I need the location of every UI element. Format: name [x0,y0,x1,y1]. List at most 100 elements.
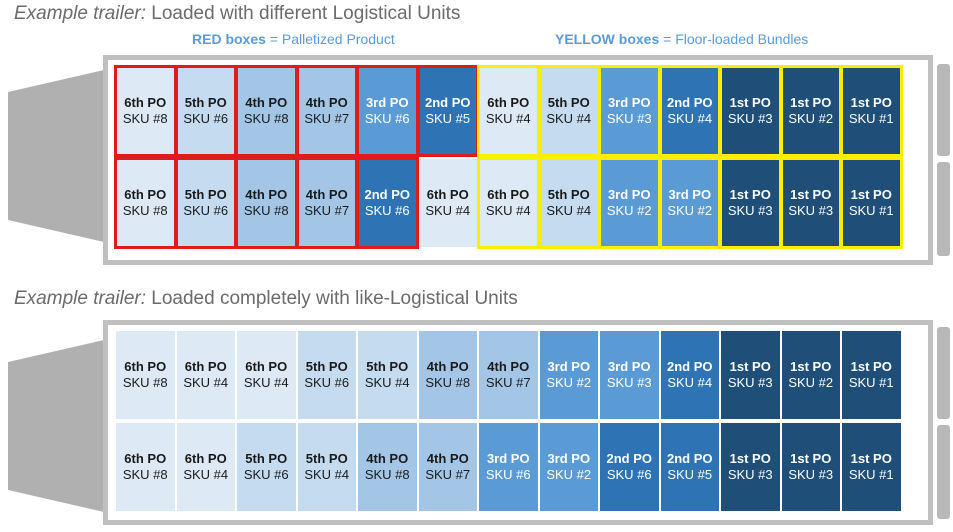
po-label: 5th PO [305,359,348,374]
cargo-unit: 5th PO SKU #6 [175,66,236,156]
cargo-unit: 3rd PO SKU #6 [357,66,418,156]
po-label: 5th PO [184,187,227,202]
po-label: 6th PO [124,451,167,466]
po-label: 3rd PO [607,359,651,374]
po-label: 1st PO [850,95,892,110]
legend-yellow: YELLOW boxes = Floor-loaded Bundles [555,31,808,47]
po-label: 6th PO [124,359,167,374]
po-label: 6th PO [487,187,530,202]
po-label: 3rd PO [365,95,409,110]
cargo-unit: 6th PO SKU #8 [115,66,176,156]
po-label: 2nd PO [364,187,410,202]
cargo-unit: 6th PO SKU #4 [478,66,539,156]
po-label: 3rd PO [668,187,712,202]
cargo-unit: 3rd PO SKU #3 [599,66,660,156]
sku-label: SKU #1 [848,467,894,482]
po-label: 1st PO [850,187,892,202]
sku-label: SKU #6 [485,467,531,482]
sku-label: SKU #4 [667,111,713,126]
po-label: 2nd PO [424,95,471,110]
po-label: 5th PO [366,359,409,374]
cargo-unit: 4th PO SKU #7 [296,158,357,248]
sku-label: SKU #3 [727,467,773,482]
cargo-unit: 4th PO SKU #8 [236,66,297,156]
sku-label: SKU #2 [606,203,652,218]
cargo-unit: 5th PO SKU #6 [236,422,297,512]
po-label: 1st PO [850,359,892,374]
trailer2-title: Example trailer: Loaded completely with … [14,288,518,310]
sku-label: SKU #6 [606,467,652,482]
sku-label: SKU #7 [304,111,350,126]
cargo-unit: 2nd PO SKU #4 [659,66,720,156]
cargo-unit: 3rd PO SKU #2 [538,422,599,512]
po-label: 1st PO [729,451,771,466]
cargo-unit: 1st PO SKU #2 [780,66,841,156]
sku-label: SKU #2 [546,467,592,482]
legend-yellow-bold: YELLOW boxes [555,31,660,47]
cargo-unit: 6th PO SKU #8 [115,158,176,248]
sku-label: SKU #4 [546,111,592,126]
cargo-unit: 1st PO SKU #3 [780,158,841,248]
cargo-unit: 3rd PO SKU #2 [659,158,720,248]
po-label: 4th PO [487,359,530,374]
cargo-unit: 5th PO SKU #4 [538,158,599,248]
cargo-unit: 5th PO SKU #4 [357,330,418,420]
trailer1-title-text: Loaded with different Logistical Units [146,3,461,24]
sku-label: SKU #2 [667,203,713,218]
cargo-unit: 6th PO SKU #8 [115,330,176,420]
cargo-unit: 2nd PO SKU #6 [599,422,660,512]
cargo-unit: 3rd PO SKU #2 [599,158,660,248]
po-label: 3rd PO [607,187,651,202]
po-label: 6th PO [184,451,227,466]
sku-label: SKU #6 [304,375,350,390]
cargo-unit: 2nd PO SKU #5 [417,66,478,156]
sku-label: SKU #4 [485,203,531,218]
sku-label: SKU #4 [243,375,289,390]
po-label: 4th PO [305,95,348,110]
cargo-unit: 4th PO SKU #7 [296,66,357,156]
po-label: 6th PO [245,359,288,374]
cargo-unit: 1st PO SKU #1 [841,330,902,420]
sku-label: SKU #3 [727,203,773,218]
sku-label: SKU #1 [848,111,894,126]
sku-label: SKU #3 [606,111,652,126]
cargo-unit: 1st PO SKU #1 [841,422,902,512]
cargo-unit: 6th PO SKU #4 [417,158,478,248]
cargo-unit: 3rd PO SKU #2 [538,330,599,420]
sku-label: SKU #4 [364,375,410,390]
sku-label: SKU #4 [183,375,229,390]
trailer1-cab [8,70,104,242]
po-label: 6th PO [184,359,227,374]
cargo-unit: 3rd PO SKU #6 [478,422,539,512]
sku-label: SKU #7 [485,375,531,390]
po-label: 4th PO [245,187,288,202]
cargo-unit: 6th PO SKU #4 [175,330,236,420]
po-label: 1st PO [790,359,832,374]
cargo-unit: 2nd PO SKU #4 [659,330,720,420]
sku-label: SKU #4 [485,111,531,126]
sku-label: SKU #5 [667,467,713,482]
sku-label: SKU #8 [122,111,168,126]
po-label: 4th PO [426,359,469,374]
sku-label: SKU #5 [425,111,471,126]
po-label: 1st PO [790,451,832,466]
po-label: 1st PO [790,95,832,110]
cargo-unit: 1st PO SKU #3 [720,330,781,420]
sku-label: SKU #3 [606,375,652,390]
po-label: 1st PO [729,359,771,374]
po-label: 6th PO [426,187,469,202]
sku-label: SKU #4 [667,375,713,390]
trailer2-title-italic: Example trailer: [14,288,146,309]
sku-label: SKU #4 [304,467,350,482]
po-label: 4th PO [426,451,469,466]
cargo-unit: 6th PO SKU #8 [115,422,176,512]
sku-label: SKU #2 [546,375,592,390]
sku-label: SKU #6 [364,203,410,218]
sku-label: SKU #3 [727,375,773,390]
trailer2-title-text: Loaded completely with like-Logistical U… [146,288,518,309]
cargo-unit: 3rd PO SKU #3 [599,330,660,420]
cargo-unit: 5th PO SKU #4 [538,66,599,156]
po-label: 5th PO [305,451,348,466]
po-label: 1st PO [790,187,832,202]
cargo-unit: 4th PO SKU #8 [236,158,297,248]
